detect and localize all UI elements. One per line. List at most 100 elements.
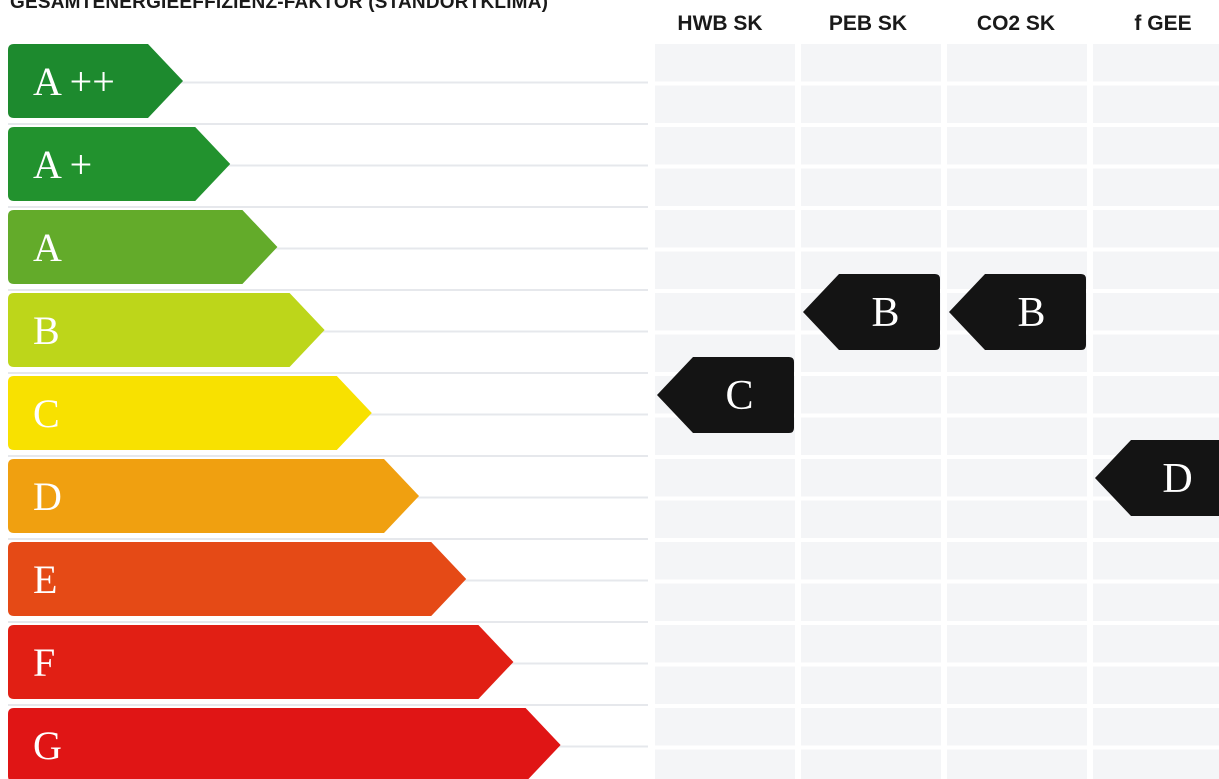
grid-cell <box>947 542 1087 580</box>
grid-cell <box>1093 749 1219 779</box>
grid-cell <box>947 708 1087 746</box>
rating-marker-hwb-sk <box>657 357 794 433</box>
grid-cell <box>801 500 941 538</box>
grid-cell <box>1093 583 1219 621</box>
grid-cell <box>1093 127 1219 165</box>
grid-cell <box>1093 44 1219 82</box>
grid-cell <box>947 210 1087 248</box>
class-label-f: F <box>33 640 55 685</box>
class-label-g: G <box>33 723 62 768</box>
grid-cell <box>1093 666 1219 704</box>
class-label-e: E <box>33 557 57 602</box>
grid-cell <box>801 666 941 704</box>
grid-line <box>8 372 648 374</box>
grid-cell <box>655 251 795 289</box>
grid-line <box>8 247 648 250</box>
grid-cell <box>1093 251 1219 289</box>
rating-label-f-gee: D <box>1162 456 1192 502</box>
column-header-hwb-sk: HWB SK <box>677 12 763 35</box>
grid-cell <box>655 749 795 779</box>
column-header-co2-sk: CO2 SK <box>976 12 1056 35</box>
grid-cell <box>947 583 1087 621</box>
grid-cell <box>655 210 795 248</box>
class-arrow-a-plusplus <box>8 44 183 118</box>
page-title: GESAMTENERGIEEFFIZIENZ-FAKTOR (STANDORTK… <box>10 0 549 13</box>
grid-cell <box>655 168 795 206</box>
class-arrow-d <box>8 459 419 533</box>
rating-marker-f-gee <box>1095 440 1219 516</box>
grid-cell <box>655 459 795 497</box>
class-arrow-a <box>8 210 278 284</box>
column-header-peb-sk: PEB SK <box>828 12 908 35</box>
grid-cell <box>947 500 1087 538</box>
column-header-f-gee: f GEE <box>1134 12 1192 35</box>
grid-cell <box>1093 376 1219 414</box>
grid-cell <box>801 168 941 206</box>
grid-cell <box>801 625 941 663</box>
grid-cell <box>655 666 795 704</box>
class-label-a: A <box>33 225 62 270</box>
grid-cell <box>1093 168 1219 206</box>
grid-cell <box>801 127 941 165</box>
class-label-c: C <box>33 391 60 436</box>
grid-cell <box>947 168 1087 206</box>
grid-line <box>8 164 648 167</box>
grid-cell <box>655 500 795 538</box>
grid-cell <box>655 708 795 746</box>
grid-line <box>8 455 648 457</box>
grid-cell <box>947 459 1087 497</box>
grid-line <box>8 123 648 125</box>
grid-cell <box>1093 708 1219 746</box>
grid-cell <box>1093 85 1219 123</box>
grid-cell <box>1093 334 1219 372</box>
grid-cell <box>1093 625 1219 663</box>
class-label-b: B <box>33 308 60 353</box>
grid-cell <box>655 542 795 580</box>
grid-line <box>8 704 648 706</box>
rating-label-peb-sk: B <box>871 290 899 336</box>
grid-cell <box>655 583 795 621</box>
class-arrow-c <box>8 376 372 450</box>
grid-line <box>8 621 648 623</box>
grid-line <box>8 538 648 540</box>
grid-cell <box>947 417 1087 455</box>
class-arrow-g <box>8 708 561 779</box>
rating-marker-peb-sk <box>803 274 940 350</box>
class-label-a-plusplus: A ++ <box>33 59 115 104</box>
grid-cell <box>947 666 1087 704</box>
rating-label-co2-sk: B <box>1017 290 1045 336</box>
grid-cell <box>655 85 795 123</box>
class-arrow-b <box>8 293 325 367</box>
grid-cell <box>947 127 1087 165</box>
grid-cell <box>947 749 1087 779</box>
grid-cell <box>947 85 1087 123</box>
class-label-a-plus: A + <box>33 142 92 187</box>
grid-cell <box>1093 293 1219 331</box>
rating-marker-co2-sk <box>949 274 1086 350</box>
grid-cell <box>655 293 795 331</box>
grid-cell <box>801 542 941 580</box>
grid-cell <box>801 210 941 248</box>
grid-cell <box>801 44 941 82</box>
grid-cell <box>801 459 941 497</box>
grid-cell <box>1093 542 1219 580</box>
grid-cell <box>947 625 1087 663</box>
class-arrow-f <box>8 625 514 699</box>
grid-cell <box>655 44 795 82</box>
grid-cell <box>947 44 1087 82</box>
grid-cell <box>801 85 941 123</box>
grid-cell <box>947 376 1087 414</box>
grid-line <box>8 330 648 333</box>
class-arrow-a-plus <box>8 127 231 201</box>
grid-cell <box>801 417 941 455</box>
grid-cell <box>655 625 795 663</box>
class-arrow-e <box>8 542 467 616</box>
grid-cell <box>801 376 941 414</box>
class-label-d: D <box>33 474 62 519</box>
grid-cell <box>655 127 795 165</box>
grid-cell <box>801 749 941 779</box>
grid-line <box>8 206 648 208</box>
grid-cell <box>1093 210 1219 248</box>
grid-line <box>8 81 648 84</box>
